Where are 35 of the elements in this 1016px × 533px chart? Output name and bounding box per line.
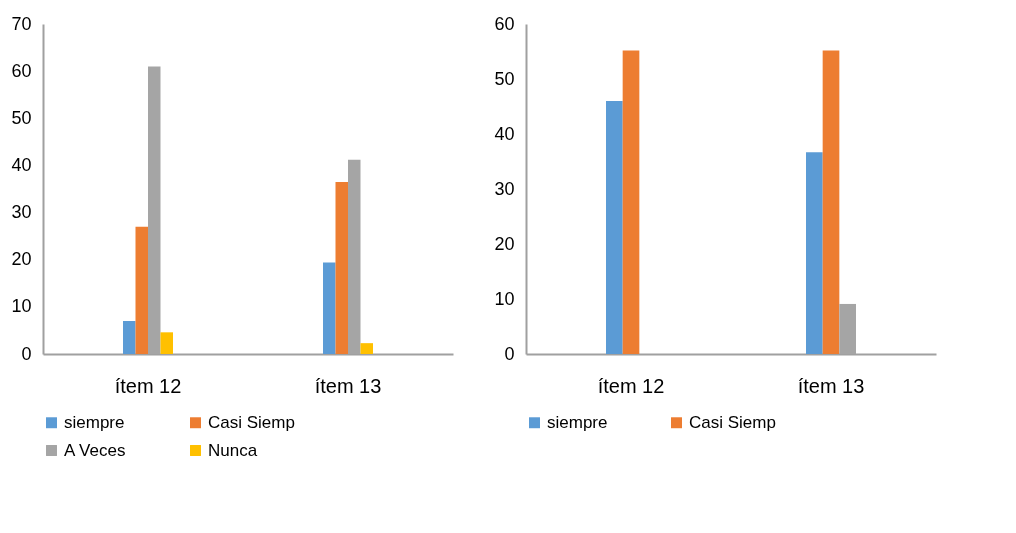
x-tick-label: ítem 13 xyxy=(797,374,865,397)
x-tick-label: ítem 12 xyxy=(114,374,182,397)
legend-label: Nunca xyxy=(208,440,258,460)
legend-label: siempre xyxy=(547,412,608,432)
legend-label: A Veces xyxy=(64,440,126,460)
bar xyxy=(123,321,136,354)
legend-label: Casi Siemp xyxy=(689,412,776,432)
y-tick-label: 60 xyxy=(494,13,515,34)
bar xyxy=(622,50,640,354)
y-tick-label: 30 xyxy=(11,202,32,223)
y-tick-label: 50 xyxy=(494,68,515,89)
x-tick-label: ítem 13 xyxy=(314,374,382,397)
bar xyxy=(606,101,623,354)
y-tick-label: 10 xyxy=(494,288,515,309)
bar xyxy=(160,332,173,354)
bar xyxy=(822,50,840,354)
y-tick-label: 40 xyxy=(11,154,32,175)
y-tick-label: 20 xyxy=(11,249,32,270)
legend-label: Casi Siemp xyxy=(208,412,295,432)
x-tick-label: ítem 12 xyxy=(597,374,665,397)
y-tick-label: 20 xyxy=(494,233,515,254)
y-tick-label: 50 xyxy=(11,107,32,128)
bar xyxy=(335,181,348,354)
y-tick-label: 0 xyxy=(21,343,32,364)
y-tick-label: 40 xyxy=(494,123,515,144)
y-tick-label: 10 xyxy=(11,296,32,317)
bar xyxy=(806,152,823,354)
y-tick-label: 70 xyxy=(11,13,32,34)
bar xyxy=(323,262,336,354)
bar xyxy=(360,343,373,354)
y-tick-label: 60 xyxy=(11,60,32,81)
bar xyxy=(135,226,148,354)
y-tick-label: 0 xyxy=(504,343,515,364)
y-tick-label: 30 xyxy=(494,178,515,199)
legend-label: siempre xyxy=(64,412,125,432)
